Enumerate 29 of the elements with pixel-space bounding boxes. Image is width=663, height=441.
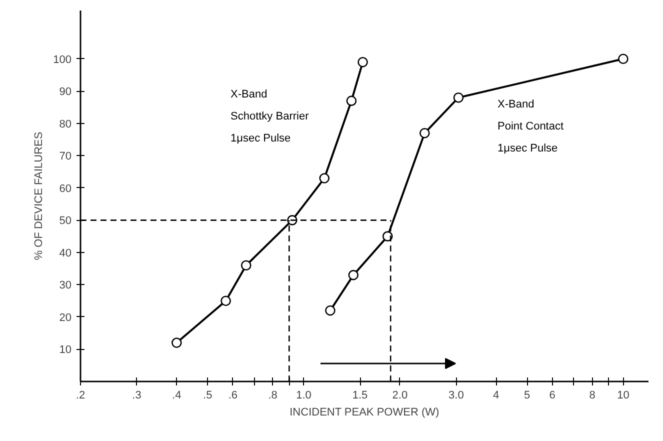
x-tick-label: .3 [132,390,142,402]
x-tick-label: 10 [617,390,630,402]
x-tick-label: 4 [493,390,500,402]
y-tick-label: 80 [59,118,72,130]
x-tick-label: 2.0 [392,390,408,402]
y-tick-label: 30 [59,280,72,292]
y-tick-label: 10 [59,344,72,356]
x-tick-label: .4 [172,390,182,402]
y-tick-label: 90 [59,86,72,98]
x-tick-label: 8 [589,390,596,402]
series-label: X-Band Point Contact 1μsec Pulse [498,98,564,154]
x-tick-label: .8 [268,390,278,402]
x-tick-label: .5 [203,390,212,402]
x-tick-label: 5 [524,390,530,402]
y-tick-label: 60 [59,182,72,195]
x-tick-label: 1.5 [352,390,368,402]
x-axis-title: INCIDENT PEAK POWER (W) [290,406,440,418]
y-tick-label: 100 [53,54,72,66]
x-tick-label: 1.0 [296,390,312,402]
y-tick-label: 40 [59,247,72,260]
y-tick-label: 70 [59,150,72,163]
x-tick-label: .6 [228,390,238,402]
x-tick-label: .2 [76,390,86,402]
y-tick-label: 50 [59,215,72,228]
x-tick-label: 6 [549,390,556,402]
text: X-Band Schottky Barrier 1μsec Pulse [230,88,310,144]
y-tick-label: 20 [59,312,72,324]
x-tick-label: 3.0 [448,390,464,402]
y-axis-title: % OF DEVICE FAILURES [33,132,46,260]
